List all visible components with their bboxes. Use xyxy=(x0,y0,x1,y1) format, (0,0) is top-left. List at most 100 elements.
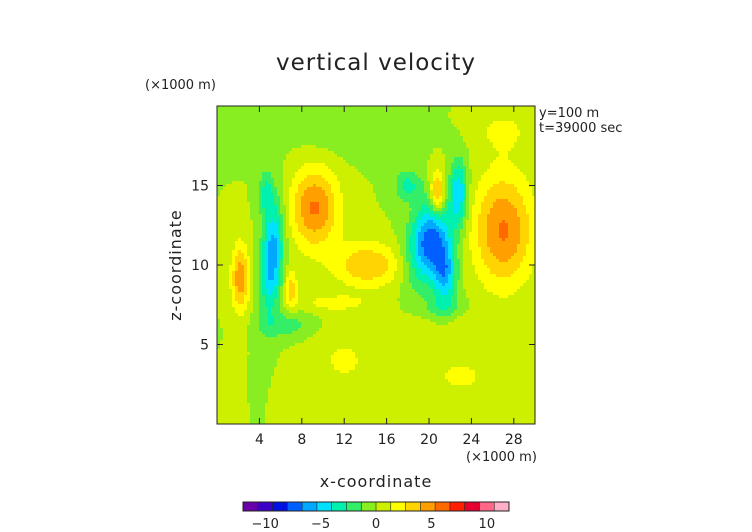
heatmap-cell xyxy=(442,199,446,203)
heatmap-cell xyxy=(457,160,461,164)
heatmap-cell xyxy=(508,184,512,188)
heatmap-cell xyxy=(370,244,374,248)
heatmap-cell xyxy=(244,217,248,221)
heatmap-cell xyxy=(259,133,263,137)
heatmap-cell xyxy=(310,205,314,209)
heatmap-cell xyxy=(403,199,407,203)
heatmap-cell xyxy=(523,130,527,134)
heatmap-cell xyxy=(514,202,518,206)
heatmap-cell xyxy=(367,223,371,227)
heatmap-cell xyxy=(502,139,506,143)
heatmap-cell xyxy=(367,196,371,200)
heatmap-cell xyxy=(358,208,362,212)
heatmap-cell xyxy=(310,106,314,110)
heatmap-cell xyxy=(511,184,515,188)
heatmap-cell xyxy=(376,151,380,155)
heatmap-cell xyxy=(274,160,278,164)
heatmap-cell xyxy=(295,199,299,203)
heatmap-cell xyxy=(268,163,272,167)
heatmap-cell xyxy=(295,187,299,191)
heatmap-cell xyxy=(343,133,347,137)
heatmap-cell xyxy=(478,151,482,155)
heatmap-cell xyxy=(493,124,497,128)
heatmap-cell xyxy=(268,181,272,185)
heatmap-cell xyxy=(481,136,485,140)
heatmap-cell xyxy=(283,190,287,194)
heatmap-cell xyxy=(340,238,344,242)
heatmap-cell xyxy=(298,139,302,143)
heatmap-cell xyxy=(325,148,329,152)
heatmap-cell xyxy=(277,136,281,140)
heatmap-cell xyxy=(475,121,479,125)
heatmap-cell xyxy=(502,154,506,158)
heatmap-cell xyxy=(472,211,476,215)
heatmap-cell xyxy=(241,112,245,116)
heatmap-cell xyxy=(394,106,398,110)
heatmap-cell xyxy=(502,229,506,233)
heatmap-cell xyxy=(301,169,305,173)
heatmap-cell xyxy=(394,160,398,164)
heatmap-cell xyxy=(523,157,527,161)
heatmap-cell xyxy=(391,226,395,230)
heatmap-cell xyxy=(376,109,380,113)
heatmap-cell xyxy=(256,136,260,140)
heatmap-cell xyxy=(373,169,377,173)
heatmap-cell xyxy=(358,121,362,125)
heatmap-cell xyxy=(304,193,308,197)
heatmap-cell xyxy=(322,160,326,164)
heatmap-cell xyxy=(442,139,446,143)
heatmap-cell xyxy=(256,226,260,230)
heatmap-cell xyxy=(226,229,230,233)
heatmap-cell xyxy=(445,226,449,230)
heatmap-cell xyxy=(274,190,278,194)
heatmap-cell xyxy=(238,232,242,236)
heatmap-cell xyxy=(424,133,428,137)
heatmap-cell xyxy=(352,106,356,110)
heatmap-cell xyxy=(223,205,227,209)
heatmap-cell xyxy=(295,175,299,179)
heatmap-cell xyxy=(223,193,227,197)
heatmap-cell xyxy=(466,178,470,182)
heatmap-cell xyxy=(310,151,314,155)
heatmap-cell xyxy=(517,238,521,242)
heatmap-cell xyxy=(475,202,479,206)
heatmap-cell xyxy=(283,214,287,218)
heatmap-cell xyxy=(427,235,431,239)
heatmap-cell xyxy=(328,142,332,146)
heatmap-cell xyxy=(334,121,338,125)
heatmap-cell xyxy=(298,199,302,203)
heatmap-cell xyxy=(253,169,257,173)
heatmap-cell xyxy=(310,217,314,221)
heatmap-cell xyxy=(457,151,461,155)
heatmap-cell xyxy=(274,115,278,119)
heatmap-cell xyxy=(376,211,380,215)
heatmap-cell xyxy=(406,139,410,143)
heatmap-cell xyxy=(220,244,224,248)
heatmap-cell xyxy=(448,211,452,215)
heatmap-cell xyxy=(256,121,260,125)
heatmap-cell xyxy=(277,181,281,185)
heatmap-cell xyxy=(445,187,449,191)
heatmap-cell xyxy=(376,187,380,191)
heatmap-cell xyxy=(325,160,329,164)
heatmap-cell xyxy=(259,220,263,224)
heatmap-cell xyxy=(463,199,467,203)
heatmap-cell xyxy=(235,163,239,167)
heatmap-cell xyxy=(217,154,221,158)
heatmap-cell xyxy=(508,124,512,128)
heatmap-cell xyxy=(262,220,266,224)
heatmap-cell xyxy=(367,151,371,155)
heatmap-cell xyxy=(298,235,302,239)
heatmap-cell xyxy=(283,196,287,200)
heatmap-cell xyxy=(397,130,401,134)
heatmap-cell xyxy=(496,139,500,143)
heatmap-cell xyxy=(331,112,335,116)
heatmap-cell xyxy=(502,196,506,200)
heatmap-cell xyxy=(529,241,533,245)
heatmap-cell xyxy=(307,187,311,191)
heatmap-cell xyxy=(343,157,347,161)
heatmap-cell xyxy=(448,127,452,131)
heatmap-cell xyxy=(508,118,512,122)
heatmap-cell xyxy=(460,154,464,158)
heatmap-cell xyxy=(496,229,500,233)
